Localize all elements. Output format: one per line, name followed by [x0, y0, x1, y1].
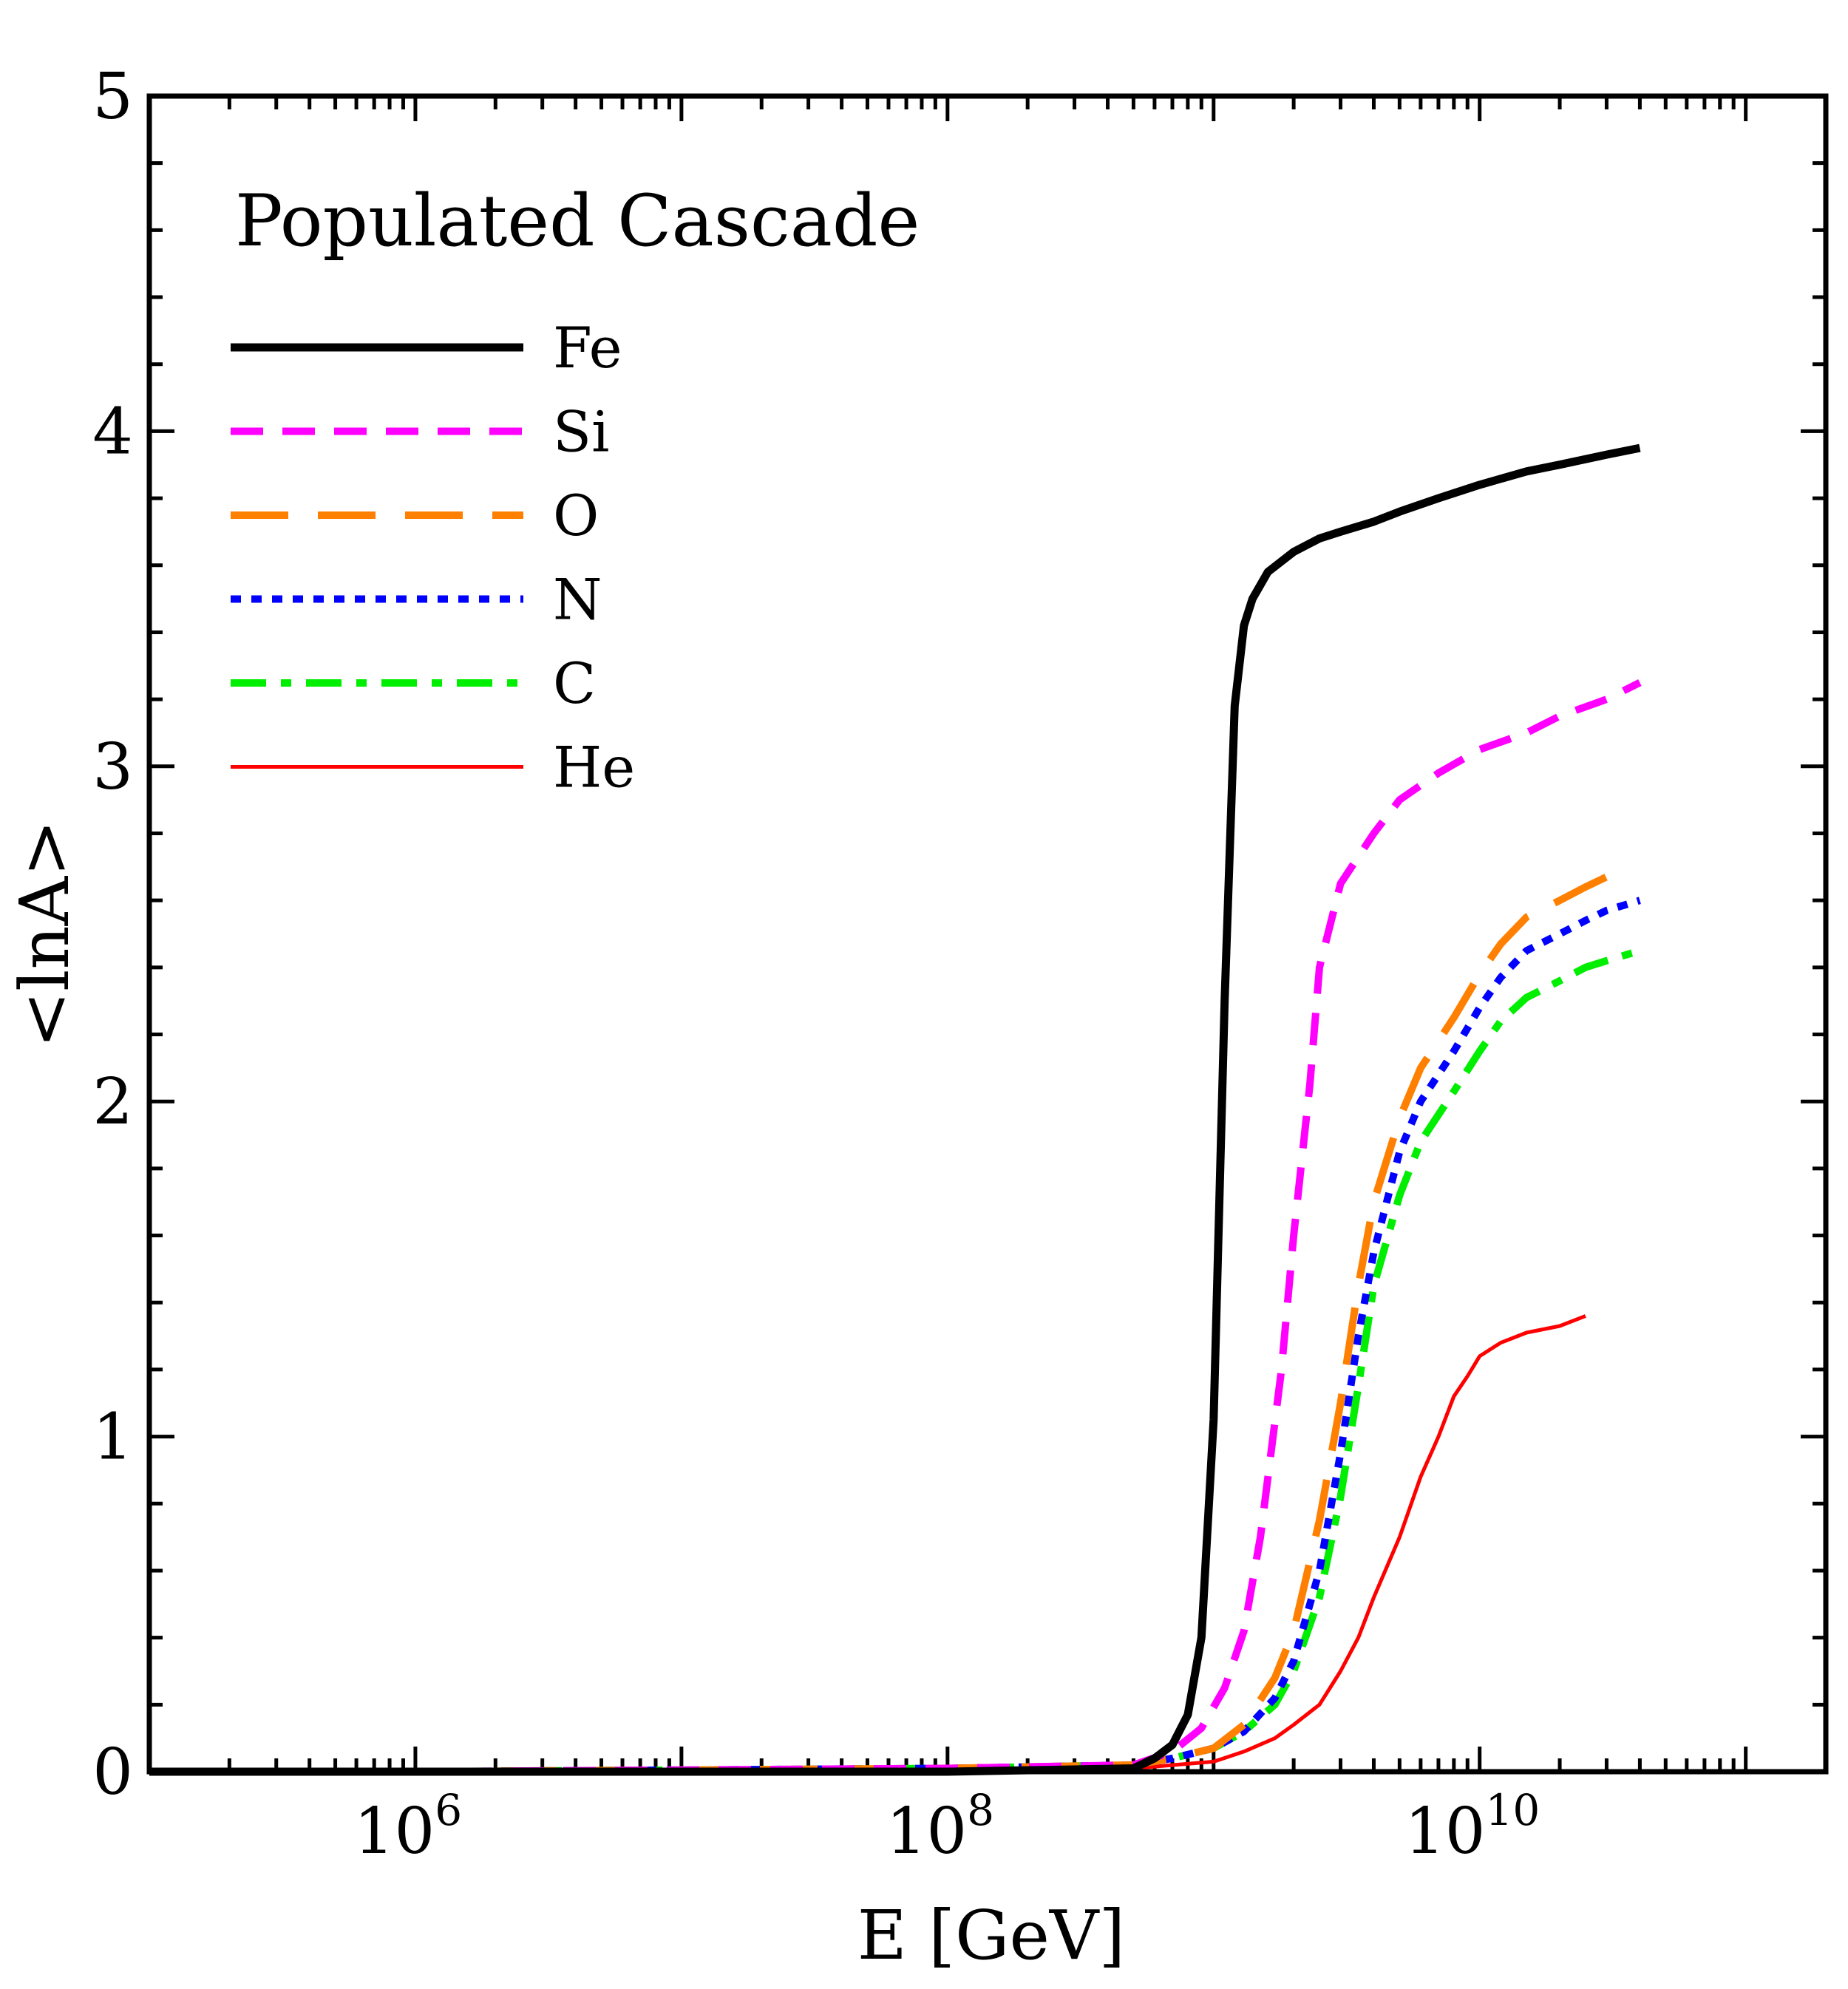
x-tick-label: 106: [354, 1785, 462, 1869]
x-tick-base: 10: [354, 1795, 435, 1869]
x-tick-label: 1010: [1404, 1785, 1540, 1869]
legend-label-fe: Fe: [553, 315, 622, 381]
chart-annotation: Populated Cascade: [235, 180, 920, 262]
x-axis-label: E [GeV]: [857, 1896, 1126, 1975]
series-line-n: [149, 897, 1641, 1775]
x-tick-exponent: 8: [967, 1785, 994, 1835]
x-tick-exponent: 10: [1486, 1785, 1540, 1835]
x-tick-label: 108: [886, 1785, 994, 1869]
series-line-he: [149, 1314, 1586, 1774]
legend-label-si: Si: [553, 399, 609, 465]
legend-label-n: N: [553, 567, 602, 633]
y-tick-label: 3: [92, 730, 133, 804]
y-tick-label: 1: [92, 1401, 133, 1475]
x-tick-base: 10: [1404, 1795, 1485, 1869]
x-tick-base: 10: [886, 1795, 967, 1869]
legend-label-c: C: [553, 650, 596, 716]
y-tick-label: 5: [92, 60, 133, 134]
series-layer: [149, 443, 1642, 1776]
series-line-fe: [149, 443, 1641, 1776]
series-line-si: [149, 679, 1642, 1775]
legend-label-o: O: [553, 483, 599, 548]
x-tick-exponent: 6: [435, 1785, 462, 1835]
legend: Fe Si ONC He: [231, 315, 635, 800]
plot-frame: [146, 93, 1829, 1775]
y-tick-label: 2: [92, 1065, 133, 1139]
y-tick-label: 4: [92, 395, 133, 469]
series-line-o: [149, 873, 1608, 1775]
y-tick-label: 0: [92, 1735, 133, 1809]
legend-label-he: He: [553, 735, 635, 800]
y-axis-label: <lnA>: [5, 820, 84, 1048]
